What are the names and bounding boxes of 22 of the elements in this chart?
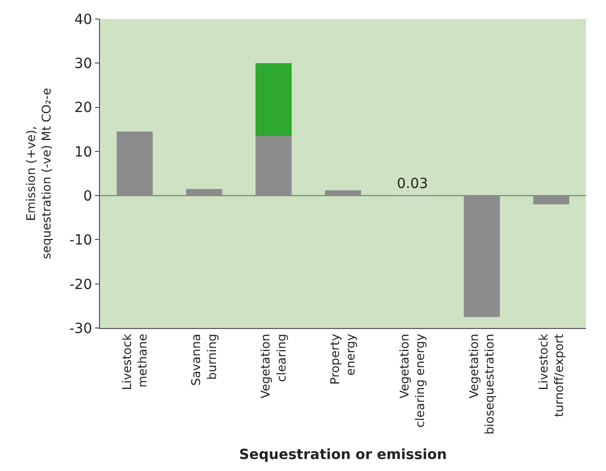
x-tick-label: Livestock methane xyxy=(120,334,150,390)
y-tick-label: -20 xyxy=(69,276,92,293)
bar xyxy=(186,188,222,196)
bar xyxy=(533,196,570,204)
bar xyxy=(116,132,153,196)
y-tick-label: 40 xyxy=(74,12,92,28)
y-tick-label: 20 xyxy=(74,100,92,116)
bar xyxy=(256,63,292,136)
y-tick-label: -10 xyxy=(69,232,92,249)
y-tick-label: 0 xyxy=(83,188,92,204)
x-tick-label: Property energy xyxy=(328,334,358,385)
y-axis-title: Emission (+ve), sequestration (-ve) Mt CO₂-e xyxy=(24,88,54,260)
bar xyxy=(324,190,362,196)
x-tick-label: Vegetation clearing xyxy=(258,334,288,399)
x-tick-label: Savanna burning xyxy=(189,334,219,386)
y-tick-label: 10 xyxy=(74,144,92,160)
y-tick-label: -30 xyxy=(69,320,92,337)
bar xyxy=(256,136,292,196)
data-label: 0.03 xyxy=(396,176,428,192)
x-axis-title: Sequestration or emission xyxy=(239,446,447,463)
bar xyxy=(464,196,500,317)
y-tick-label: 30 xyxy=(74,56,92,72)
